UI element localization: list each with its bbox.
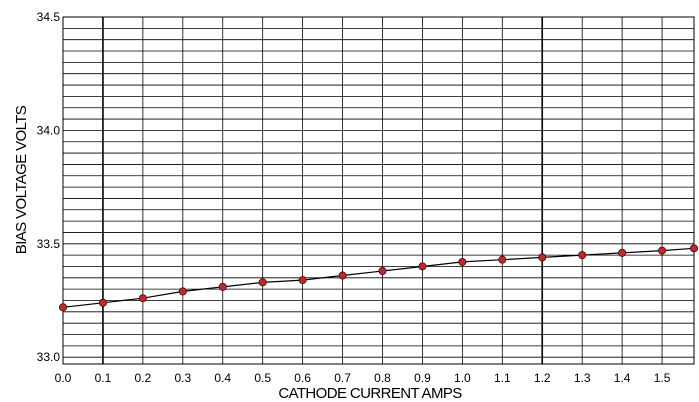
minor-gridlines [63, 27, 694, 358]
x-tick-label: 1.1 [494, 371, 511, 385]
y-axis-title: BIAS VOLTAGE VOLTS [13, 105, 30, 254]
y-tick-label: 34.0 [37, 123, 61, 137]
x-tick-label: 1.0 [454, 371, 471, 385]
y-tick-label: 33.5 [37, 237, 61, 251]
data-point [138, 294, 147, 303]
series-points [59, 244, 699, 312]
data-point [338, 271, 347, 280]
data-point [690, 244, 699, 253]
data-point [458, 257, 467, 266]
x-tick-label: 0.3 [174, 371, 191, 385]
vertical-gridlines [102, 17, 663, 364]
x-tick-label: 1.2 [534, 371, 551, 385]
data-point [538, 253, 547, 262]
x-tick-label: 0.4 [214, 371, 231, 385]
x-tick-label: 0.1 [95, 371, 112, 385]
x-tick-label: 0.8 [374, 371, 391, 385]
x-tick-labels: 0.0 0.1 0.2 0.3 0.4 0.5 0.6 0.7 0.8 0.9 1.0 1.1 1.2 1… [55, 371, 671, 385]
data-point [178, 287, 187, 296]
y-tick-labels: 33.0 33.5 34.0 34.5 [37, 10, 61, 364]
data-point [578, 251, 587, 260]
x-axis-title: CATHODE CURRENT AMPS [278, 385, 462, 402]
data-point [658, 246, 667, 255]
x-tick-label: 0.0 [55, 371, 72, 385]
x-tick-label: 1.5 [654, 371, 671, 385]
data-point [218, 282, 227, 291]
x-tick-label: 1.3 [574, 371, 591, 385]
data-point [298, 276, 307, 285]
y-tick-label: 34.5 [37, 10, 61, 24]
data-point [498, 255, 507, 264]
data-point [378, 267, 387, 276]
data-point [98, 298, 107, 307]
plot-border [62, 16, 695, 365]
data-point [418, 262, 427, 271]
x-tick-label: 1.4 [614, 371, 631, 385]
data-point [618, 248, 627, 257]
x-tick-label: 0.5 [254, 371, 271, 385]
y-tick-label: 33.0 [37, 350, 61, 364]
data-point [59, 303, 68, 312]
x-tick-label: 0.9 [414, 371, 431, 385]
data-point [258, 278, 267, 287]
plot-area [63, 17, 694, 364]
x-tick-label: 0.7 [334, 371, 351, 385]
x-tick-label: 0.6 [294, 371, 311, 385]
x-tick-label: 0.2 [135, 371, 152, 385]
